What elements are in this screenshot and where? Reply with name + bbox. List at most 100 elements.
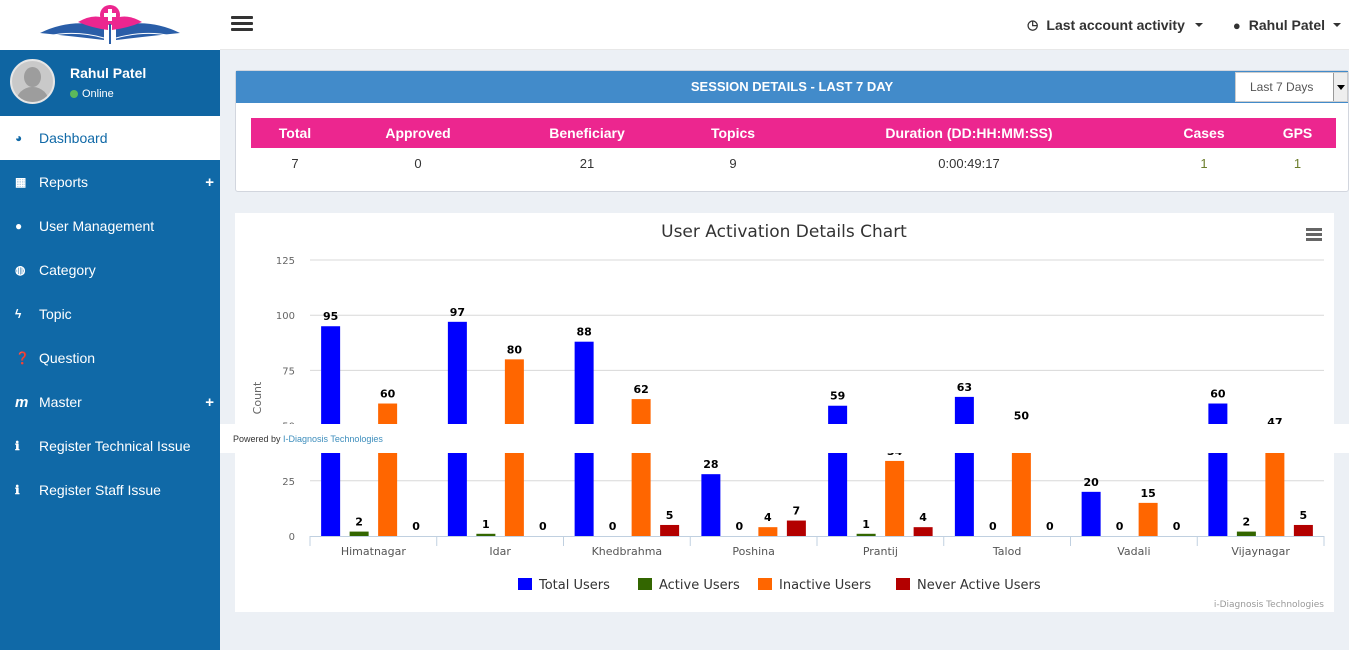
data-label: 60 bbox=[1210, 388, 1226, 401]
sidebar-item-user-management[interactable]: ● User Management bbox=[0, 204, 220, 248]
bar-total-users bbox=[954, 396, 974, 536]
duration-value: 0:00:49:17 bbox=[938, 155, 1000, 171]
bar-total-users bbox=[701, 474, 721, 536]
session-table: Total Approved Beneficiary Topics Durati… bbox=[251, 118, 1336, 178]
legend-item: Inactive Users bbox=[779, 578, 871, 593]
data-label: 0 bbox=[1116, 520, 1124, 533]
user-menu-dropdown[interactable]: ● Rahul Patel bbox=[1233, 17, 1341, 33]
winged-cross-logo-icon bbox=[40, 5, 180, 44]
x-tick-label: Vijaynagar bbox=[1231, 545, 1290, 558]
y-tick-label: 25 bbox=[282, 477, 295, 488]
data-label: 95 bbox=[323, 310, 338, 323]
select-arrow-icon[interactable] bbox=[1333, 73, 1347, 101]
column-header: Duration (DD:HH:MM:SS) bbox=[789, 118, 1149, 148]
session-table-header: Total Approved Beneficiary Topics Durati… bbox=[251, 118, 1336, 148]
data-label: 0 bbox=[609, 520, 617, 533]
x-tick-label: Prantij bbox=[863, 545, 898, 558]
data-label: 5 bbox=[666, 509, 674, 522]
x-tick-label: Poshina bbox=[732, 545, 774, 558]
bar-active-users bbox=[349, 531, 369, 536]
data-label: 0 bbox=[1173, 520, 1181, 533]
powered-by-label: Powered by bbox=[233, 434, 284, 444]
legend-item: Never Active Users bbox=[917, 578, 1041, 593]
user-icon: ● bbox=[15, 219, 23, 233]
data-label: 59 bbox=[830, 390, 845, 403]
clock-icon: ◷ bbox=[1027, 17, 1039, 32]
chart-credits: i-Diagnosis Technologies bbox=[1214, 600, 1324, 610]
sidebar-item-category[interactable]: ◍ Category bbox=[0, 248, 220, 292]
question-circle-icon: ❓ bbox=[15, 351, 30, 365]
bar-inactive-users bbox=[885, 460, 905, 536]
bolt-icon: ϟ bbox=[15, 307, 22, 321]
legend-item: Active Users bbox=[659, 578, 740, 593]
column-header: Total bbox=[251, 118, 339, 148]
sidebar-item-dashboard[interactable]: ◕ Dashboard bbox=[0, 116, 220, 160]
data-label: 0 bbox=[412, 520, 420, 533]
user-activation-chart: User Activation Details Chart02550751001… bbox=[251, 222, 1325, 610]
expand-plus-icon[interactable]: + bbox=[205, 394, 214, 411]
dashboard-icon: ◕ bbox=[15, 131, 23, 145]
data-label: 7 bbox=[793, 505, 801, 518]
bar-inactive-users bbox=[1011, 425, 1031, 536]
bar-inactive-users bbox=[1265, 432, 1285, 536]
sidebar-item-register-technical-issue[interactable]: ℹ Register Technical Issue bbox=[0, 424, 220, 468]
last-activity-dropdown[interactable]: ◷ Last account activity bbox=[1027, 17, 1203, 33]
y-tick-label: 75 bbox=[282, 366, 295, 377]
sidebar-item-label: Master bbox=[39, 394, 82, 410]
data-label: 15 bbox=[1140, 487, 1155, 500]
bar-active-users bbox=[1236, 531, 1256, 536]
sidebar-item-question[interactable]: ❓ Question bbox=[0, 336, 220, 380]
bar-never-active-users bbox=[660, 524, 680, 536]
sidebar-item-label: Dashboard bbox=[39, 130, 108, 146]
sidebar-item-label: Question bbox=[39, 350, 96, 366]
sidebar-toggle-button[interactable] bbox=[231, 16, 253, 32]
online-status-icon bbox=[70, 90, 78, 98]
y-tick-label: 125 bbox=[276, 256, 295, 267]
chart-context-menu-button[interactable] bbox=[1306, 228, 1322, 241]
x-tick-label: Khedbrahma bbox=[592, 545, 663, 558]
legend-swatch bbox=[758, 578, 772, 590]
data-label: 97 bbox=[450, 306, 465, 319]
user-panel: Rahul Patel Online bbox=[0, 50, 220, 116]
session-details-header: SESSION DETAILS - LAST 7 DAY Last 7 Days bbox=[236, 71, 1348, 103]
bar-active-users bbox=[476, 533, 496, 536]
data-label: 20 bbox=[1083, 476, 1099, 489]
x-tick-label: Talod bbox=[992, 545, 1021, 558]
topics-value: 9 bbox=[729, 155, 737, 171]
approved-value: 0 bbox=[414, 155, 422, 171]
x-tick-label: Himatnagar bbox=[341, 545, 407, 558]
data-label: 80 bbox=[507, 343, 523, 356]
x-tick-label: Idar bbox=[489, 545, 511, 558]
bar-inactive-users bbox=[631, 399, 651, 536]
legend-swatch bbox=[896, 578, 910, 590]
user-status-label: Online bbox=[82, 88, 114, 100]
legend-item: Total Users bbox=[538, 578, 610, 593]
sidebar-item-master[interactable]: m Master + bbox=[0, 380, 220, 424]
last-activity-label: Last account activity bbox=[1046, 17, 1185, 33]
period-select[interactable]: Last 7 Days bbox=[1235, 72, 1348, 102]
sidebar-item-register-staff-issue[interactable]: ℹ Register Staff Issue bbox=[0, 468, 220, 512]
m-icon: m bbox=[15, 393, 29, 411]
beneficiary-value: 21 bbox=[579, 155, 595, 171]
table-row: 7 0 21 9 0:00:49:17 1 1 bbox=[251, 148, 1336, 178]
data-label: 60 bbox=[380, 388, 396, 401]
sidebar-item-label: Category bbox=[39, 262, 96, 278]
sidebar-item-topic[interactable]: ϟ Topic bbox=[0, 292, 220, 336]
user-activation-chart-panel: User Activation Details Chart02550751001… bbox=[235, 213, 1334, 612]
data-label: 4 bbox=[919, 511, 927, 524]
app-logo[interactable] bbox=[0, 0, 220, 50]
data-label: 63 bbox=[957, 381, 972, 394]
info-circle-icon: ℹ bbox=[15, 483, 20, 497]
sidebar-item-reports[interactable]: ▦ Reports + bbox=[0, 160, 220, 204]
data-label: 50 bbox=[1014, 410, 1030, 423]
bar-inactive-users bbox=[758, 527, 778, 536]
legend-swatch bbox=[518, 578, 532, 590]
column-header: Cases bbox=[1149, 118, 1259, 148]
powered-by-link[interactable]: I-Diagnosis Technologies bbox=[283, 434, 383, 444]
expand-plus-icon[interactable]: + bbox=[205, 174, 214, 191]
data-label: 2 bbox=[355, 516, 363, 529]
data-label: 62 bbox=[633, 383, 648, 396]
avatar bbox=[10, 59, 55, 104]
sidebar-item-label: Topic bbox=[39, 306, 72, 322]
chart-title: User Activation Details Chart bbox=[661, 222, 907, 242]
